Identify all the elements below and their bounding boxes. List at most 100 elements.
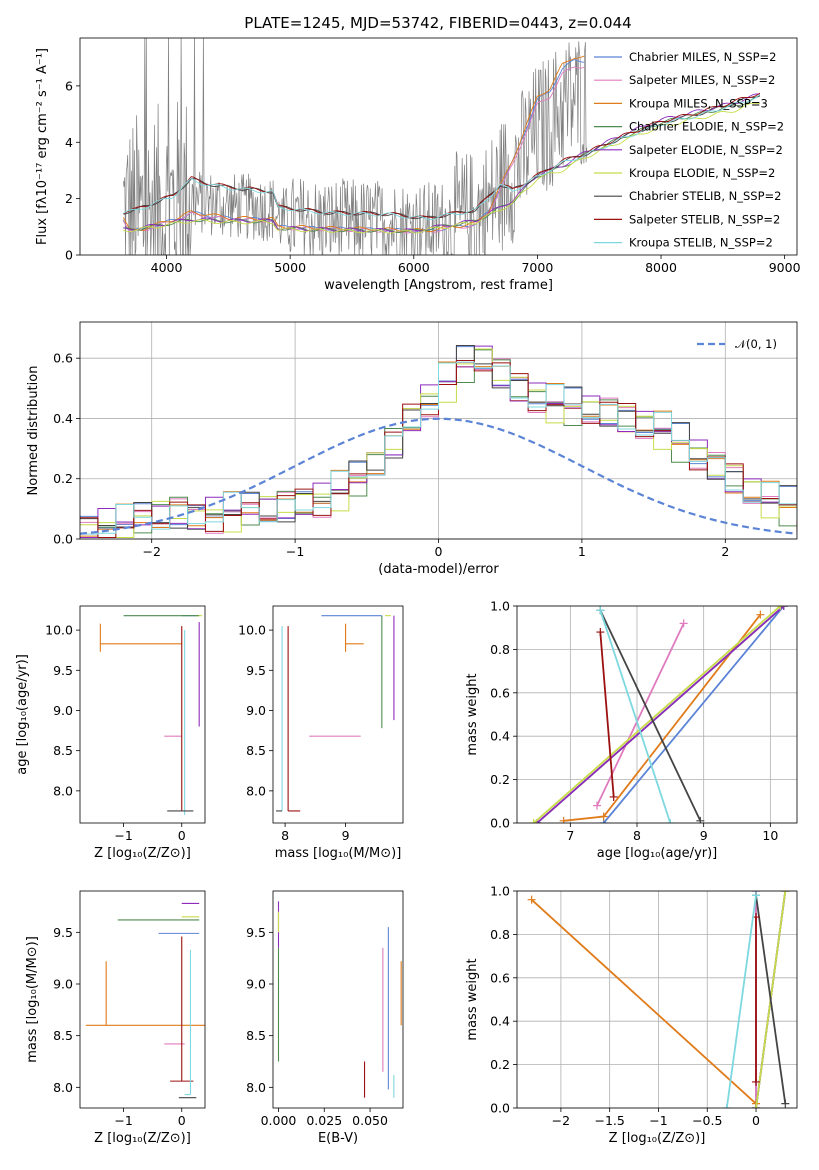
massweight_vs_age-line: [599, 610, 672, 823]
massweight_vs_Z-xtick-label: −1.5: [595, 1113, 625, 1128]
residuals-ylabel: Normed distribution: [26, 366, 41, 496]
mass_vs_EBV-xlabel: E(B-V): [318, 1131, 358, 1146]
spectrum-legend-label: Salpeter MILES, N_SSP=2: [629, 73, 775, 87]
massweight_vs_age-xlabel: age [log₁₀(age/yr)]: [597, 846, 718, 861]
age_vs_Z-ytick-label: 10.0: [45, 623, 73, 638]
massweight_vs_Z-marker: [722, 1104, 731, 1108]
mass_vs_Z-ytick-label: 8.5: [53, 1028, 73, 1043]
age_vs_mass-xtick-label: 9: [342, 828, 350, 843]
massweight_vs_age-marker: [696, 816, 705, 823]
age_vs_Z-ylabel: age [log₁₀(age/yr)]: [15, 654, 30, 775]
massweight_vs_age-ytick-label: 0.6: [490, 685, 510, 700]
age_vs_mass-xtick-label: 8: [281, 828, 289, 843]
spectrum-axes: 4000 5000 6000 7000 8000 9000 0 2 4 6 wavelength […: [35, 37, 801, 293]
age_vs_mass-ytick-label: 8.0: [246, 783, 266, 798]
mass_vs_EBV-frame: [272, 890, 404, 1109]
spectrum-xtick-label: 9000: [769, 260, 801, 275]
massweight_vs_Z-marker: [781, 1099, 790, 1108]
massweight_vs_age-ylabel: mass weight: [465, 673, 480, 755]
massweight_vs_age-marker: [609, 792, 618, 801]
residuals-frame: [79, 321, 798, 540]
massweight_vs_age-plot-area: [529, 606, 788, 823]
mass_vs_Z-frame: [79, 890, 206, 1109]
mass_vs_Z-ytick-label: 9.0: [53, 977, 73, 992]
mass_vs_EBV-ytick-label: 9.5: [246, 925, 266, 940]
massweight_vs_Z-marker: [752, 1104, 761, 1108]
massweight_vs_Z-marker: [752, 891, 761, 900]
residuals-xlabel: (data-model)/error: [378, 562, 499, 577]
residual-hist-chabrier-stelib: [80, 345, 797, 529]
residuals-legend: 𝒩(0, 1): [697, 337, 777, 351]
age_vs_Z-axes: −1 0 8.0 8.5 9.0 9.5 10.0 Z [log₁₀(Z/Z⊙)] age [l…: [15, 605, 206, 861]
spectrum-xlabel: wavelength [Angstrom, rest frame]: [324, 278, 553, 293]
massweight_vs_age-marker: [776, 606, 785, 610]
massweight_vs_Z-line: [755, 895, 787, 1104]
age_vs_mass-point: [345, 623, 364, 652]
spectrum-legend-label: Salpeter ELODIE, N_SSP=2: [629, 143, 783, 157]
mass_vs_EBV-xtick-label: 0.025: [306, 1113, 342, 1128]
spectrum-xtick-label: 4000: [151, 260, 183, 275]
massweight_vs_age-marker: [529, 819, 538, 823]
residuals-axes: −2 −1 0 1 2 0.0 0.2 0.4 0.6 (data-model)/error Nor…: [26, 321, 798, 577]
spectrum-model-kroupa-elodie: [123, 102, 760, 234]
spectrum-plot-area: [122, 38, 761, 255]
spectrum-legend-label: Kroupa ELODIE, N_SSP=2: [629, 166, 775, 180]
spectrum-model-salpeter-stelib: [123, 92, 761, 219]
massweight_vs_age-line: [533, 606, 781, 823]
mass_vs_Z-xtick-label: −1: [114, 1113, 132, 1128]
residual-hist-salpeter-miles: [80, 358, 797, 538]
age_vs_Z-ytick-label: 9.0: [53, 703, 73, 718]
residuals-xtick-label: 0: [435, 544, 443, 559]
age_vs_mass-frame: [272, 605, 404, 824]
massweight_vs_age-ytick-label: 1.0: [490, 599, 510, 614]
residuals-ytick-label: 0.6: [53, 351, 73, 366]
spectrum-ylabel: Flux [fλ10⁻¹⁷ erg cm⁻² s⁻¹ A⁻¹]: [35, 48, 50, 245]
spectrum-legend-label: Chabrier STELIB, N_SSP=2: [629, 189, 781, 203]
mass_vs_Z-xtick-label: 0: [178, 1113, 186, 1128]
massweight_vs_Z-ytick-label: 0.0: [490, 1101, 510, 1116]
massweight_vs_age-marker: [596, 606, 605, 615]
age_vs_Z-ytick-label: 9.5: [53, 663, 73, 678]
massweight_vs_age-frame: [516, 605, 798, 824]
age_vs_Z-point: [99, 623, 182, 652]
residuals-ytick-label: 0.0: [53, 532, 73, 547]
spectrum-legend-label: Chabrier MILES, N_SSP=2: [629, 50, 776, 64]
residuals-xtick-label: 2: [721, 544, 729, 559]
age_vs_mass-ytick-label: 9.5: [246, 663, 266, 678]
mass_vs_Z-xlabel: Z [log₁₀(Z/Z⊙)]: [94, 1131, 191, 1146]
spectrum-legend: Chabrier MILES, N_SSP=2 Salpeter MILES, N…: [594, 50, 784, 250]
massweight_vs_age-marker: [559, 816, 568, 823]
mass_vs_Z-ytick-label: 8.0: [53, 1080, 73, 1095]
residuals-legend-label: 𝒩(0, 1): [735, 337, 777, 351]
massweight_vs_Z-xlabel: Z [log₁₀(Z/Z⊙)]: [609, 1131, 706, 1146]
massweight_vs_age-line: [603, 606, 785, 823]
massweight_vs_age-ytick-label: 0.4: [490, 729, 510, 744]
massweight_vs_age-line: [536, 606, 785, 823]
mass_vs_EBV-ytick-label: 9.0: [246, 977, 266, 992]
massweight_vs_age-ytick-label: 0.0: [490, 816, 510, 831]
mass_vs_Z-axes: −1 0 8.0 8.5 9.0 9.5 Z [log₁₀(Z/Z⊙)] mass [log₁…: [25, 890, 206, 1146]
residuals-xtick-label: 1: [578, 544, 586, 559]
spectrum-data-line: [122, 38, 588, 255]
massweight_vs_Z-axes: −2 −1.5 −1 −0.5 0 0.0 0.2 0.4 0.6 0.8 1.0 Z [log₁₀(…: [465, 884, 798, 1146]
residuals-ytick-label: 0.4: [53, 411, 73, 426]
age_vs_Z-ytick-label: 8.5: [53, 743, 73, 758]
massweight_vs_Z-marker: [752, 1077, 761, 1086]
residual-hist-chabrier-miles: [80, 346, 797, 529]
massweight_vs_Z-ytick-label: 0.6: [490, 970, 510, 985]
mass_vs_EBV-plot-area: [277, 901, 402, 1098]
mass_vs_EBV-ytick-label: 8.5: [246, 1028, 266, 1043]
massweight_vs_Z-xtick-label: −2: [552, 1113, 570, 1128]
spectrum-frame: [79, 37, 798, 256]
massweight_vs_Z-xtick-label: −1: [649, 1113, 667, 1128]
spectrum-legend-label: Kroupa STELIB, N_SSP=2: [629, 236, 773, 250]
residual-hist-salpeter-elodie: [80, 345, 797, 538]
spectrum-xtick-label: 5000: [274, 260, 306, 275]
massweight_vs_Z-marker: [781, 891, 790, 895]
massweight_vs_Z-ytick-label: 0.8: [490, 927, 510, 942]
spectrum-legend-label: Kroupa MILES, N_SSP=3: [629, 96, 768, 110]
age_vs_mass-ytick-label: 9.0: [246, 703, 266, 718]
mass_vs_EBV-ytick-label: 8.0: [246, 1080, 266, 1095]
